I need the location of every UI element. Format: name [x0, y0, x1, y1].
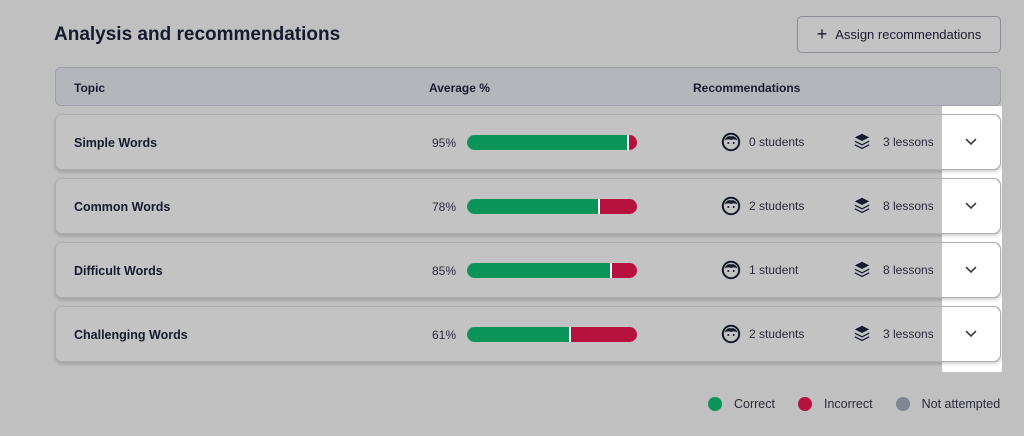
students-recommendation: 2 students	[721, 324, 804, 344]
lessons-count: 3 lessons	[883, 327, 934, 341]
lessons-count: 8 lessons	[883, 263, 934, 277]
page-title: Analysis and recommendations	[54, 24, 341, 45]
average-progress-bar	[467, 199, 637, 214]
legend-dot	[708, 397, 722, 411]
students-count: 1 student	[749, 263, 799, 277]
topic-name: Common Words	[74, 200, 171, 214]
lessons-recommendation: 3 lessons	[853, 324, 934, 344]
legend-dot	[797, 397, 812, 411]
topic-name: Difficult Words	[74, 264, 163, 278]
student-face-icon	[721, 324, 741, 344]
legend-item: Correct	[708, 397, 775, 411]
segment-divider	[598, 199, 600, 214]
expand-row-button[interactable]	[942, 179, 1000, 233]
legend-label: Incorrect	[823, 397, 873, 411]
lessons-count: 3 lessons	[883, 135, 934, 149]
topic-name: Challenging Words	[74, 328, 188, 342]
table-header: Topic Average % Recommendations	[55, 67, 1001, 106]
lessons-stack-icon	[853, 132, 873, 152]
legend-dot	[895, 397, 910, 411]
topic-row[interactable]: Simple Words 95% 0 students 3 lessons	[55, 114, 1001, 170]
lessons-stack-icon	[853, 260, 873, 280]
correct-segment	[467, 263, 610, 278]
header-topic: Topic	[74, 81, 106, 95]
chevron-down-icon	[965, 261, 977, 279]
average-percent: 78%	[432, 200, 457, 214]
segment-divider	[569, 327, 571, 342]
header-average: Average %	[429, 81, 490, 95]
student-face-icon	[721, 260, 741, 280]
topic-row[interactable]: Common Words 78% 2 students 8 lessons	[55, 178, 1001, 234]
incorrect-segment	[600, 199, 637, 214]
incorrect-segment	[571, 327, 637, 342]
average-progress-bar	[467, 327, 637, 342]
chevron-down-icon	[965, 325, 977, 343]
correct-segment	[467, 135, 627, 150]
assign-recommendations-button[interactable]: + Assign recommendations	[797, 16, 1001, 53]
correct-segment	[467, 199, 598, 214]
legend-label: Not attempted	[921, 397, 1001, 411]
topic-name: Simple Words	[74, 136, 158, 150]
header-recommendations: Recommendations	[693, 81, 801, 95]
average-progress-bar	[467, 263, 637, 278]
legend-item: Not attempted	[895, 397, 1001, 411]
student-face-icon	[721, 132, 741, 152]
legend: Correct Incorrect Not attempted	[708, 397, 1000, 411]
average-percent: 95%	[432, 136, 457, 150]
plus-icon: +	[816, 23, 828, 44]
lessons-count: 8 lessons	[883, 199, 934, 213]
legend-label: Correct	[734, 397, 775, 411]
students-count: 2 students	[749, 327, 805, 341]
students-count: 0 students	[749, 135, 805, 149]
lessons-recommendation: 8 lessons	[853, 260, 934, 280]
segment-divider	[627, 135, 629, 150]
student-face-icon	[721, 196, 741, 216]
lessons-stack-icon	[853, 196, 873, 216]
legend-item: Incorrect	[797, 397, 873, 411]
incorrect-segment	[612, 263, 637, 278]
expand-row-button[interactable]	[942, 307, 1000, 361]
assign-recommendations-label: Assign recommendations	[835, 27, 982, 42]
incorrect-segment	[629, 135, 637, 150]
expand-row-button[interactable]	[942, 115, 1000, 169]
topic-row[interactable]: Difficult Words 85% 1 student 8 lessons	[55, 242, 1001, 298]
correct-segment	[467, 327, 569, 342]
students-count: 2 students	[749, 199, 805, 213]
students-recommendation: 0 students	[721, 132, 804, 152]
average-progress-bar	[467, 135, 637, 150]
expand-row-button[interactable]	[942, 243, 1000, 297]
average-percent: 61%	[432, 328, 457, 342]
chevron-down-icon	[965, 133, 977, 151]
students-recommendation: 1 student	[721, 260, 798, 280]
lessons-recommendation: 8 lessons	[853, 196, 934, 216]
students-recommendation: 2 students	[721, 196, 804, 216]
segment-divider	[610, 263, 612, 278]
average-percent: 85%	[432, 264, 457, 278]
topic-row[interactable]: Challenging Words 61% 2 students 3 lessons	[55, 306, 1001, 362]
chevron-down-icon	[965, 197, 977, 215]
lessons-recommendation: 3 lessons	[853, 132, 934, 152]
lessons-stack-icon	[853, 324, 873, 344]
